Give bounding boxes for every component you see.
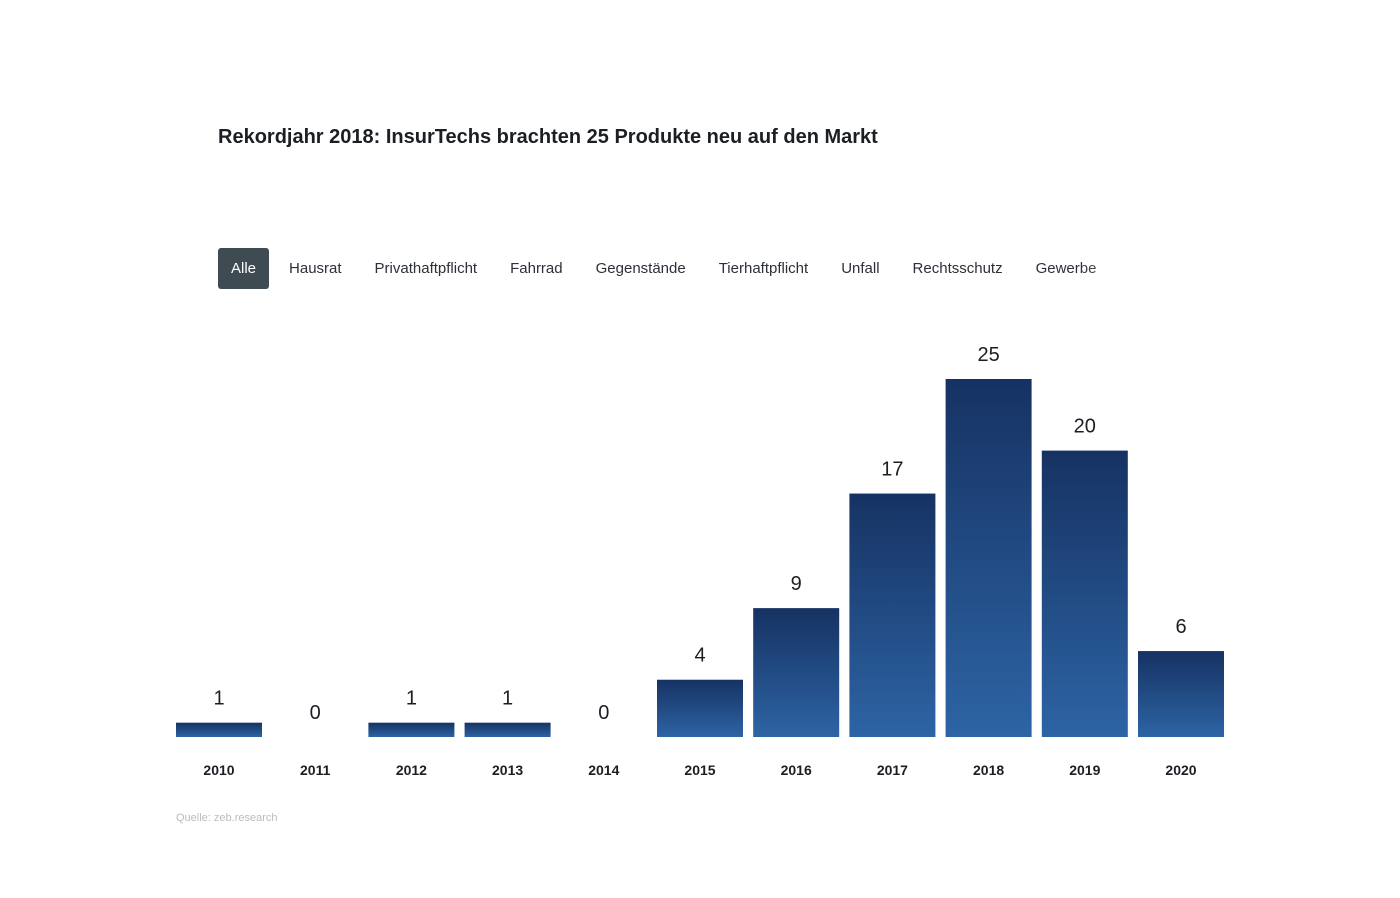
bar-2020[interactable] bbox=[1138, 651, 1224, 737]
x-tick-label-2011: 2011 bbox=[300, 762, 331, 778]
value-label-2014: 0 bbox=[598, 702, 609, 724]
x-tick-label-2015: 2015 bbox=[684, 762, 715, 778]
bar-2017[interactable] bbox=[849, 493, 936, 737]
filter-tab-alle[interactable]: Alle bbox=[218, 248, 270, 289]
bar-2016[interactable] bbox=[753, 608, 840, 737]
bar-2012[interactable] bbox=[368, 722, 455, 737]
value-label-2018: 25 bbox=[977, 344, 999, 366]
value-label-2016: 9 bbox=[791, 573, 802, 595]
value-label-2010: 1 bbox=[213, 688, 224, 710]
x-tick-label-2018: 2018 bbox=[973, 762, 1004, 778]
x-tick-label-2019: 2019 bbox=[1069, 762, 1100, 778]
filter-tab-gegenstände[interactable]: Gegenstände bbox=[595, 260, 686, 277]
filter-tab-list: Alle Hausrat Privathaftpflicht Fahrrad Gegen… bbox=[218, 248, 1116, 289]
x-tick-label-2016: 2016 bbox=[781, 762, 812, 778]
bars-group bbox=[176, 379, 1224, 737]
source-note: Quelle: zeb.research bbox=[176, 812, 278, 824]
chart-title: Rekordjahr 2018: InsurTechs brachten 25 … bbox=[218, 126, 878, 148]
filter-tab-privathaftpflicht[interactable]: Privathaftpflicht bbox=[374, 260, 478, 277]
value-label-2013: 1 bbox=[502, 688, 513, 710]
bar-2010[interactable] bbox=[176, 722, 262, 737]
x-tick-label-2012: 2012 bbox=[396, 762, 427, 778]
filter-tab-hausrat[interactable]: Hausrat bbox=[289, 260, 342, 277]
x-tick-label-2010: 2010 bbox=[203, 762, 234, 778]
value-label-2020: 6 bbox=[1175, 616, 1186, 638]
value-label-2012: 1 bbox=[406, 688, 417, 710]
bar-2018[interactable] bbox=[945, 379, 1032, 737]
x-axis-tick-labels: 2010 2011 2012 2013 2014 2015 2016 2017 2018 2019… bbox=[203, 762, 1196, 778]
bar-2019[interactable] bbox=[1041, 450, 1128, 737]
value-label-2019: 20 bbox=[1074, 416, 1096, 438]
value-labels-group: 1 0 1 1 0 4 9 17 25 20 6 bbox=[213, 344, 1186, 724]
filter-tab-unfall[interactable]: Unfall bbox=[841, 260, 880, 277]
filter-tab-rechtsschutz[interactable]: Rechtsschutz bbox=[912, 260, 1003, 277]
value-label-2011: 0 bbox=[310, 702, 321, 724]
value-label-2015: 4 bbox=[694, 645, 705, 667]
filter-tab-tierhaftpflicht[interactable]: Tierhaftpflicht bbox=[718, 260, 809, 277]
x-tick-label-2013: 2013 bbox=[492, 762, 523, 778]
bar-2013[interactable] bbox=[464, 722, 551, 737]
x-tick-label-2020: 2020 bbox=[1165, 762, 1196, 778]
x-tick-label-2017: 2017 bbox=[877, 762, 908, 778]
filter-tab-fahrrad[interactable]: Fahrrad bbox=[510, 260, 563, 277]
bar-2015[interactable] bbox=[657, 679, 743, 737]
value-label-2017: 17 bbox=[881, 459, 903, 481]
x-tick-label-2014: 2014 bbox=[588, 762, 619, 778]
